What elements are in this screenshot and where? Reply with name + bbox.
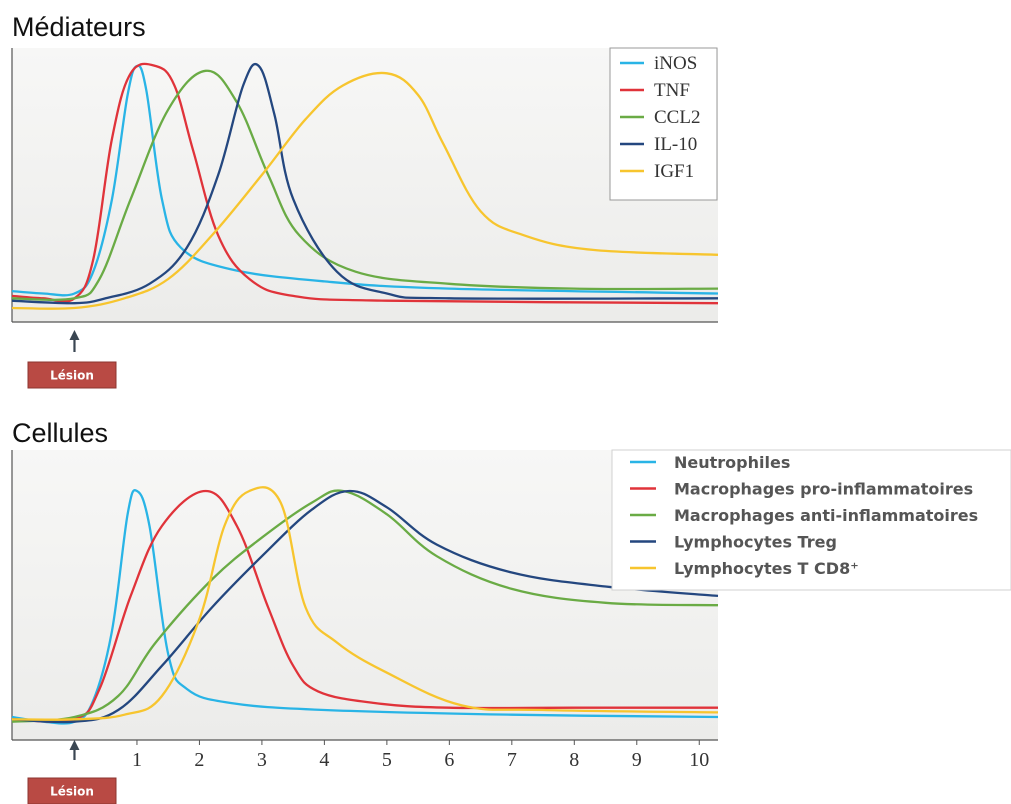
cellules-x-tick-label: 8 bbox=[569, 749, 579, 771]
mediateurs-series-line-tnf bbox=[11, 62, 719, 305]
cellules-legend-label: Lymphocytes T CD8⁺ bbox=[674, 559, 859, 578]
cellules-legend-label: Neutrophiles bbox=[674, 453, 790, 472]
cellules-x-tick-label: 6 bbox=[444, 749, 454, 771]
mediateurs-series-line-igf1 bbox=[11, 71, 719, 310]
cellules-x-tick-label: 2 bbox=[194, 749, 204, 771]
mediateurs-series-line-il-10 bbox=[11, 62, 719, 305]
cellules-legend-box bbox=[611, 449, 1011, 591]
cellules-lesion-label: Lésion bbox=[50, 785, 94, 799]
cellules-x-tick-label: 7 bbox=[507, 749, 517, 771]
cellules-x-tick-label: 1 bbox=[132, 749, 142, 771]
mediateurs-lesion-box bbox=[27, 361, 117, 389]
cellules-legend-label: Macrophages anti-inflammatoires bbox=[674, 506, 978, 525]
mediateurs-lesion-arrow-head bbox=[69, 330, 80, 340]
cellules-x-tick-label: 4 bbox=[319, 749, 329, 771]
cellules-lesion-arrow-head bbox=[69, 740, 80, 750]
chart-title-cellules: Cellules bbox=[12, 418, 109, 448]
mediateurs-legend-label: IL-10 bbox=[654, 134, 697, 155]
cellules-x-tick-label: 9 bbox=[632, 749, 642, 771]
chart-title-mediateurs: Médiateurs bbox=[12, 12, 146, 42]
cellules-legend-label: Lymphocytes Treg bbox=[674, 533, 837, 552]
cellules-series-line-lymphocytes-treg bbox=[11, 489, 719, 724]
mediateurs-series-line-ccl2 bbox=[11, 69, 719, 301]
cellules-series-line-macrophages-anti-inflammatoires bbox=[11, 489, 719, 723]
cellules-x-tick-label: 3 bbox=[257, 749, 267, 771]
mediateurs-lesion-label: Lésion bbox=[50, 369, 94, 383]
mediateurs-legend-label: TNF bbox=[654, 80, 690, 101]
cellules-lesion-box bbox=[27, 777, 117, 804]
cellules-series-line-lymphocytes-t-cd8 bbox=[11, 486, 719, 721]
mediateurs-legend-box bbox=[609, 47, 718, 201]
mediateurs-plot-area bbox=[12, 48, 718, 322]
cellules-legend-label: Macrophages pro-inflammatoires bbox=[674, 480, 973, 499]
cellules-x-tick-label: 5 bbox=[382, 749, 392, 771]
mediateurs-legend-label: CCL2 bbox=[654, 107, 700, 128]
mediateurs-legend-label: iNOS bbox=[654, 53, 697, 74]
cellules-x-tick-label: 10 bbox=[689, 749, 709, 771]
mediateurs-legend-label: IGF1 bbox=[654, 161, 694, 182]
